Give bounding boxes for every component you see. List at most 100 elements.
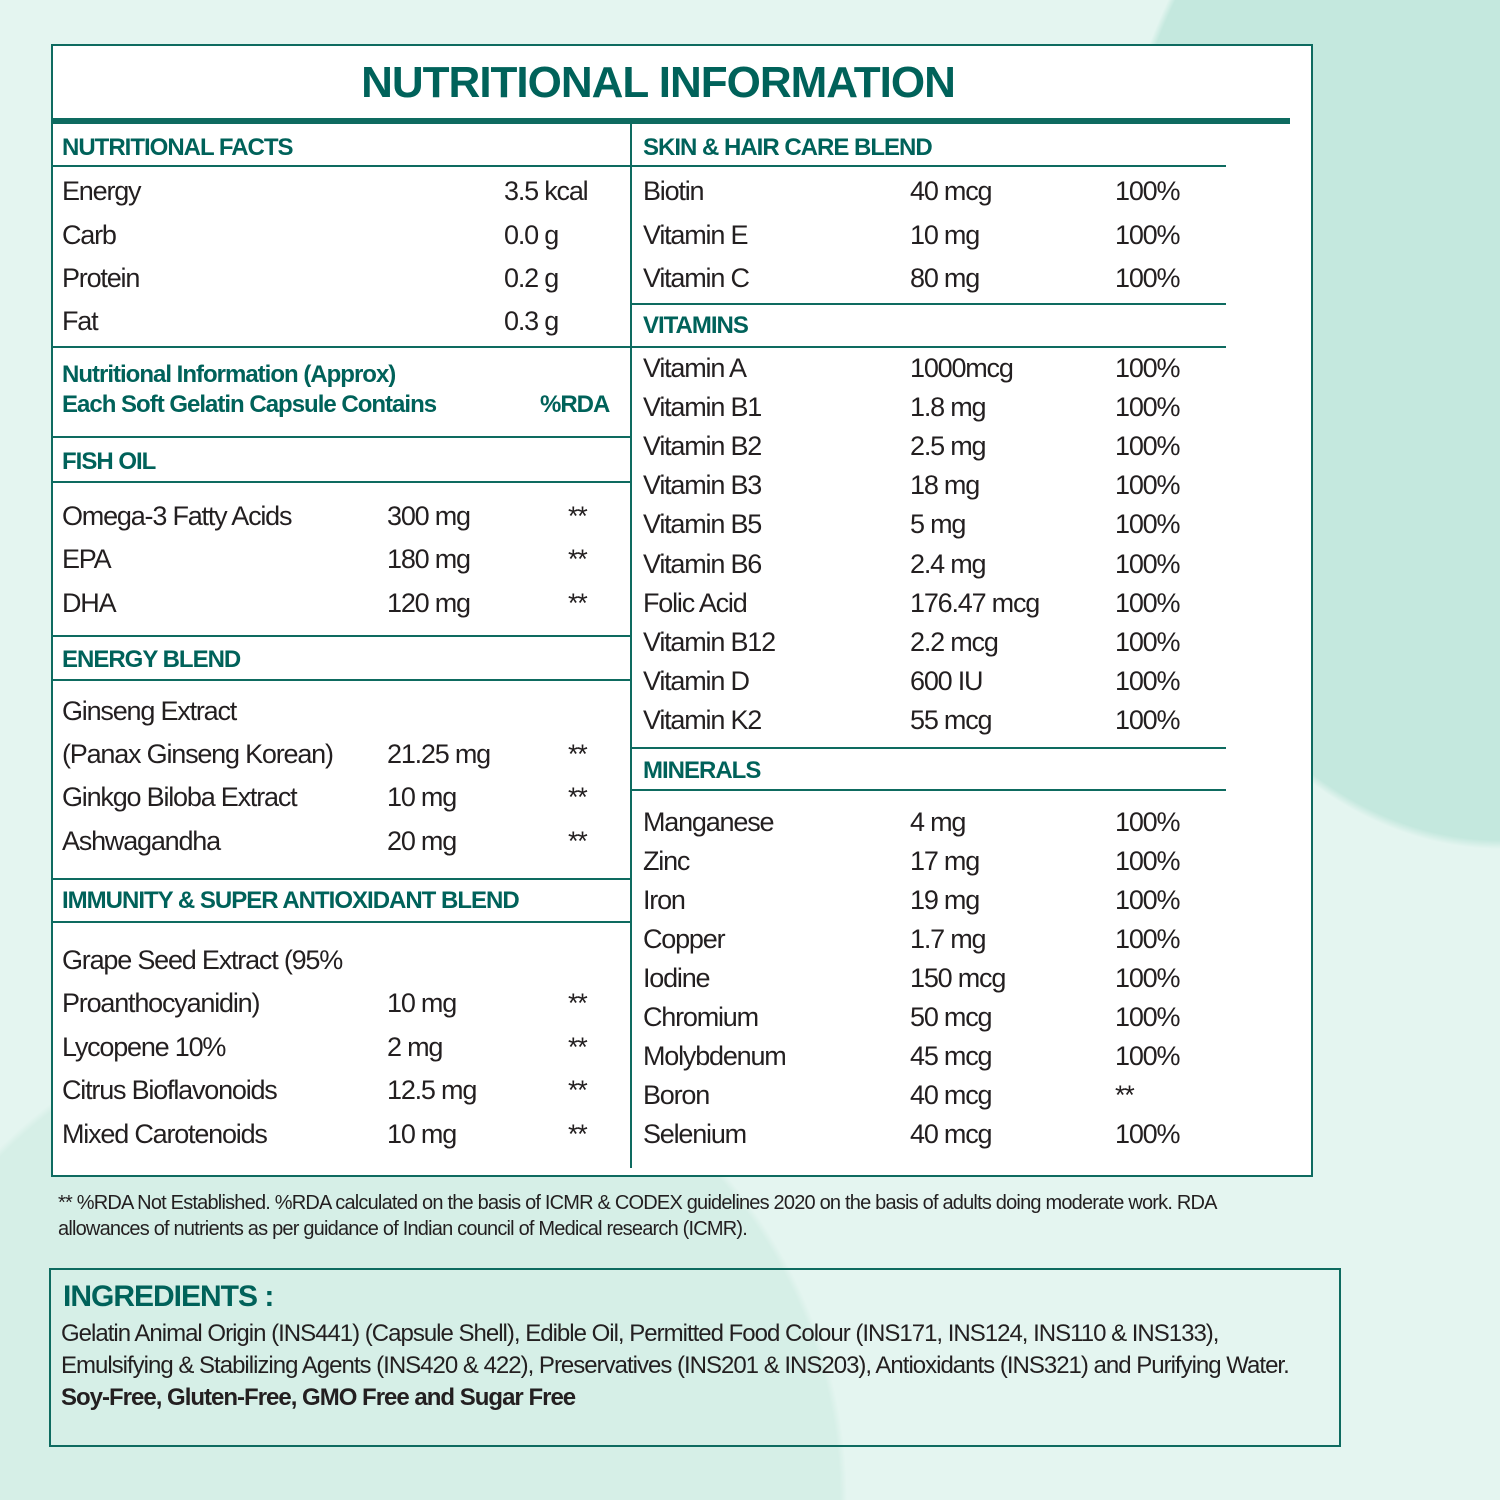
nutrient-rda: ** <box>568 826 588 856</box>
nutrient-name: Proanthocyanidin) <box>62 988 260 1018</box>
nutrient-rda: 100% <box>1115 924 1180 954</box>
nutrient-amount: 0.2 g <box>504 263 559 293</box>
nutrient-amount: 18 mg <box>910 470 980 501</box>
divider <box>51 878 630 880</box>
nutrient-rda: 100% <box>1115 1041 1180 1071</box>
nutrient-rda: 100% <box>1115 885 1180 915</box>
nutrient-amount: 12.5 mg <box>387 1075 477 1105</box>
nutrient-rda: ** <box>568 739 588 769</box>
nutrient-name: Vitamin D <box>643 665 750 696</box>
nutrient-rda: 100% <box>1115 963 1180 993</box>
divider <box>632 346 1226 348</box>
nutrient-name: Vitamin B1 <box>643 392 762 423</box>
nutrient-rda: 100% <box>1115 626 1180 657</box>
section-header: NUTRITIONAL FACTS <box>62 134 294 161</box>
nutrient-amount: 40 mcg <box>910 1080 993 1110</box>
nutrient-rda: 100% <box>1115 431 1180 462</box>
nutrient-name: Vitamin K2 <box>643 704 762 735</box>
nutrient-rda: 100% <box>1115 176 1180 206</box>
nutrient-rda: 100% <box>1115 263 1180 293</box>
nutrient-rda: 100% <box>1115 220 1180 250</box>
nutrient-rda: 100% <box>1115 509 1180 540</box>
nutrient-rda: ** <box>568 588 588 618</box>
divider <box>51 635 630 637</box>
nutrient-name: Lycopene 10% <box>62 1032 226 1062</box>
nutrient-name: Zinc <box>643 846 690 876</box>
nutrient-rda: ** <box>568 988 588 1018</box>
nutrient-name: Iron <box>643 885 686 915</box>
nutrient-name: Vitamin B2 <box>643 431 762 462</box>
nutrient-rda: ** <box>1115 1080 1135 1110</box>
ingredients-box: INGREDIENTS : Gelatin Animal Origin (INS… <box>49 1268 1341 1447</box>
nutrient-name: Manganese <box>643 807 775 837</box>
nutrient-amount: 21.25 mg <box>387 739 491 769</box>
nutrient-amount: 20 mg <box>387 826 457 856</box>
nutrient-name: Copper <box>643 924 726 954</box>
nutrient-name: Ginkgo Biloba Extract <box>62 782 298 812</box>
nutrient-name: Energy <box>62 176 142 206</box>
nutrient-name: Grape Seed Extract (95% <box>62 945 343 975</box>
nutrient-rda: 100% <box>1115 353 1180 383</box>
section-header: VITAMINS <box>643 312 749 339</box>
nutrient-name: Citrus Bioflavonoids <box>62 1075 278 1105</box>
nutrient-rda: 100% <box>1115 587 1180 618</box>
nutrient-amount: 2.5 mg <box>910 431 987 462</box>
nutrient-amount: 150 mcg <box>910 963 1006 993</box>
nutrient-name: Protein <box>62 263 140 293</box>
nutrient-name: Vitamin E <box>643 220 748 250</box>
rda-column-header: %RDA <box>540 391 610 418</box>
nutrient-rda: 100% <box>1115 392 1180 423</box>
nutrient-amount: 0.3 g <box>504 306 559 336</box>
nutrient-amount: 40 mcg <box>910 1119 993 1149</box>
ingredients-title: INGREDIENTS : <box>63 1280 274 1313</box>
nutrient-name: Ashwagandha <box>62 826 221 856</box>
nutrient-rda: ** <box>568 544 588 574</box>
divider <box>51 481 630 483</box>
divider <box>51 436 630 438</box>
nutrient-amount: 50 mcg <box>910 1002 993 1032</box>
nutrient-amount: 5 mg <box>910 509 966 540</box>
nutrient-name: Boron <box>643 1080 710 1110</box>
nutrient-name: Mixed Carotenoids <box>62 1119 268 1149</box>
nutrient-name: Fat <box>62 306 99 336</box>
nutrient-amount: 2.4 mg <box>910 548 987 579</box>
nutrient-amount: 0.0 g <box>504 220 559 250</box>
nutrient-name: Biotin <box>643 176 705 206</box>
divider <box>632 165 1226 167</box>
nutrient-rda: 100% <box>1115 846 1180 876</box>
section-header: MINERALS <box>643 757 761 784</box>
nutrient-amount: 55 mcg <box>910 704 993 735</box>
section-header: SKIN & HAIR CARE BLEND <box>643 134 933 161</box>
nutrient-amount: 10 mg <box>387 988 457 1018</box>
nutrient-amount: 2.2 mcg <box>910 626 999 657</box>
nutrient-amount: 40 mcg <box>910 176 993 206</box>
nutrient-name: Folic Acid <box>643 587 748 618</box>
nutrient-rda: ** <box>568 1032 588 1062</box>
nutrient-rda: 100% <box>1115 807 1180 837</box>
divider <box>632 789 1226 791</box>
nutrient-name: Ginseng Extract <box>62 696 237 726</box>
ingredients-list: Gelatin Animal Origin (INS441) (Capsule … <box>61 1320 1290 1379</box>
nutrient-name: Iodine <box>643 963 711 993</box>
divider <box>632 747 1226 749</box>
divider <box>51 921 630 923</box>
nutrient-amount: 17 mg <box>910 846 980 876</box>
footnote: ** %RDA Not Established. %RDA calculated… <box>58 1192 1216 1240</box>
nutrient-rda: 100% <box>1115 665 1180 696</box>
nutrient-name: Vitamin A <box>643 353 747 383</box>
nutrient-rda: 100% <box>1115 704 1180 735</box>
nutrient-name: Vitamin B5 <box>643 509 762 540</box>
divider <box>51 118 1290 124</box>
nutrient-rda: ** <box>568 1119 588 1149</box>
nutrient-name: Carb <box>62 220 117 250</box>
nutrient-amount: 10 mg <box>387 782 457 812</box>
nutrient-name: Chromium <box>643 1002 759 1032</box>
nutrient-rda: 100% <box>1115 1002 1180 1032</box>
section-header: FISH OIL <box>62 448 156 475</box>
nutrient-amount: 1.7 mg <box>910 924 987 954</box>
ingredients-claims: Soy-Free, Gluten-Free, GMO Free and Suga… <box>61 1384 576 1411</box>
nutrient-name: Vitamin B6 <box>643 548 762 579</box>
nutrient-amount: 180 mg <box>387 544 471 574</box>
section-header: ENERGY BLEND <box>62 646 241 673</box>
nutrient-name: EPA <box>62 544 112 574</box>
